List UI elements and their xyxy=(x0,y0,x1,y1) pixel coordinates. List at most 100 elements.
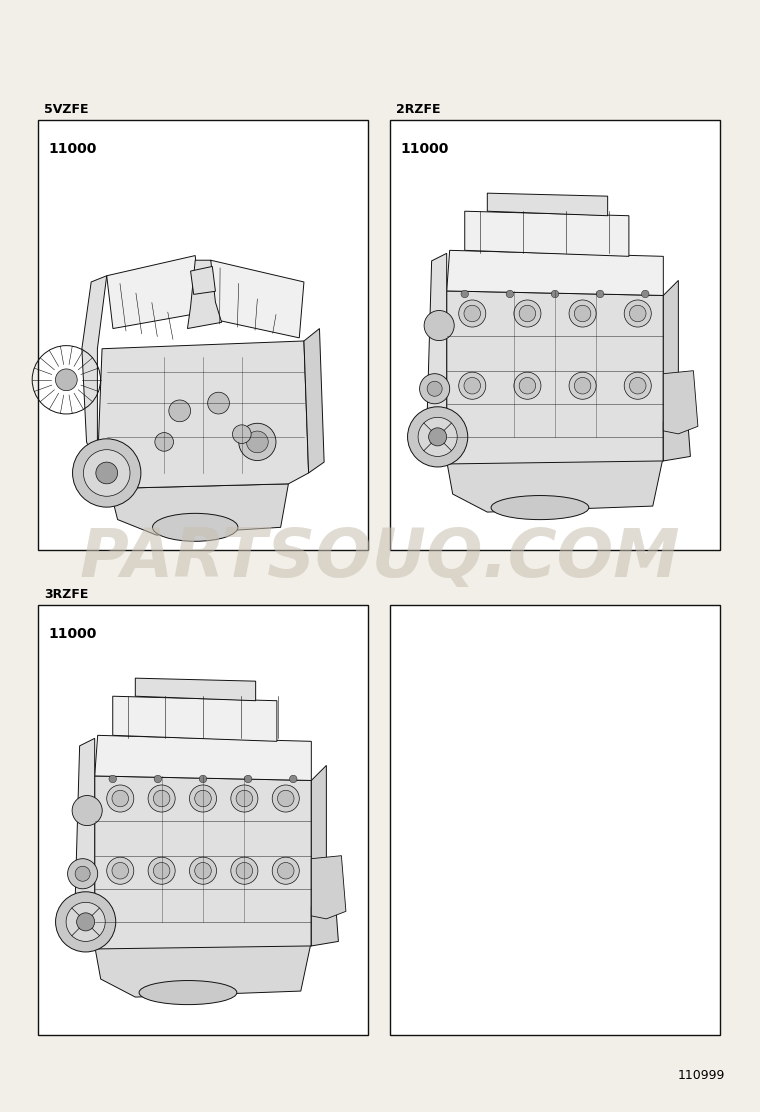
Ellipse shape xyxy=(491,496,589,519)
Polygon shape xyxy=(112,696,277,742)
Circle shape xyxy=(424,310,454,340)
Polygon shape xyxy=(447,291,663,464)
Circle shape xyxy=(624,300,651,327)
Circle shape xyxy=(569,373,596,399)
Circle shape xyxy=(106,785,134,812)
Circle shape xyxy=(277,791,294,807)
Circle shape xyxy=(55,369,78,390)
Bar xyxy=(390,120,720,550)
Circle shape xyxy=(641,290,649,298)
Polygon shape xyxy=(304,328,324,473)
Polygon shape xyxy=(487,193,608,216)
Circle shape xyxy=(575,305,591,321)
Circle shape xyxy=(569,300,596,327)
Circle shape xyxy=(231,857,258,884)
Bar xyxy=(390,605,720,1035)
Text: 110999: 110999 xyxy=(678,1069,725,1082)
Circle shape xyxy=(429,428,447,446)
Polygon shape xyxy=(95,735,312,781)
Circle shape xyxy=(624,373,651,399)
Circle shape xyxy=(233,425,251,444)
Text: 11000: 11000 xyxy=(400,142,448,156)
Polygon shape xyxy=(97,341,309,488)
Circle shape xyxy=(207,393,230,414)
Polygon shape xyxy=(464,211,629,257)
Circle shape xyxy=(155,433,173,451)
Circle shape xyxy=(77,913,95,931)
Circle shape xyxy=(169,400,191,421)
Polygon shape xyxy=(206,260,304,338)
Circle shape xyxy=(231,785,258,812)
Polygon shape xyxy=(95,776,312,949)
Polygon shape xyxy=(663,416,690,461)
Polygon shape xyxy=(75,738,95,906)
Circle shape xyxy=(72,795,102,825)
Circle shape xyxy=(629,377,646,394)
Circle shape xyxy=(290,775,297,783)
Circle shape xyxy=(72,439,141,507)
Circle shape xyxy=(418,417,458,456)
Circle shape xyxy=(154,863,170,878)
Circle shape xyxy=(272,857,299,884)
Circle shape xyxy=(420,374,450,404)
Circle shape xyxy=(236,791,252,807)
Ellipse shape xyxy=(139,981,237,1004)
Bar xyxy=(38,605,368,1035)
Text: 3RZFE: 3RZFE xyxy=(44,588,88,600)
Circle shape xyxy=(66,902,105,942)
Circle shape xyxy=(189,785,217,812)
Polygon shape xyxy=(95,942,312,997)
Circle shape xyxy=(464,377,480,394)
Ellipse shape xyxy=(153,514,238,542)
Circle shape xyxy=(109,775,116,783)
Polygon shape xyxy=(423,416,447,464)
Polygon shape xyxy=(312,765,326,946)
Circle shape xyxy=(407,407,467,467)
Circle shape xyxy=(189,857,217,884)
Bar xyxy=(38,120,368,550)
Polygon shape xyxy=(82,276,106,468)
Circle shape xyxy=(514,300,541,327)
Polygon shape xyxy=(135,678,255,701)
Polygon shape xyxy=(191,267,215,295)
Polygon shape xyxy=(447,250,663,296)
Polygon shape xyxy=(427,254,447,421)
Circle shape xyxy=(84,449,130,496)
Circle shape xyxy=(68,858,98,888)
Circle shape xyxy=(199,775,207,783)
Circle shape xyxy=(245,775,252,783)
Polygon shape xyxy=(188,260,222,328)
Circle shape xyxy=(551,290,559,298)
Polygon shape xyxy=(312,901,338,946)
Text: 2RZFE: 2RZFE xyxy=(396,103,441,116)
Polygon shape xyxy=(663,280,679,461)
Circle shape xyxy=(514,373,541,399)
Circle shape xyxy=(427,381,442,396)
Text: 11000: 11000 xyxy=(48,142,97,156)
Circle shape xyxy=(55,892,116,952)
Circle shape xyxy=(461,290,468,298)
Circle shape xyxy=(106,857,134,884)
Circle shape xyxy=(464,305,480,321)
Text: 11000: 11000 xyxy=(48,627,97,641)
Circle shape xyxy=(148,785,175,812)
Circle shape xyxy=(506,290,514,298)
Circle shape xyxy=(96,463,118,484)
Polygon shape xyxy=(663,370,698,434)
Circle shape xyxy=(236,863,252,878)
Polygon shape xyxy=(447,456,663,513)
Circle shape xyxy=(519,377,536,394)
Circle shape xyxy=(75,866,90,881)
Circle shape xyxy=(246,431,268,453)
Circle shape xyxy=(154,775,162,783)
Circle shape xyxy=(112,863,128,878)
Circle shape xyxy=(195,863,211,878)
Polygon shape xyxy=(110,484,288,535)
Polygon shape xyxy=(106,256,200,328)
Circle shape xyxy=(597,290,604,298)
Circle shape xyxy=(459,300,486,327)
Circle shape xyxy=(272,785,299,812)
Text: PARTSOUQ.COM: PARTSOUQ.COM xyxy=(80,525,680,590)
Circle shape xyxy=(519,305,536,321)
Circle shape xyxy=(277,863,294,878)
